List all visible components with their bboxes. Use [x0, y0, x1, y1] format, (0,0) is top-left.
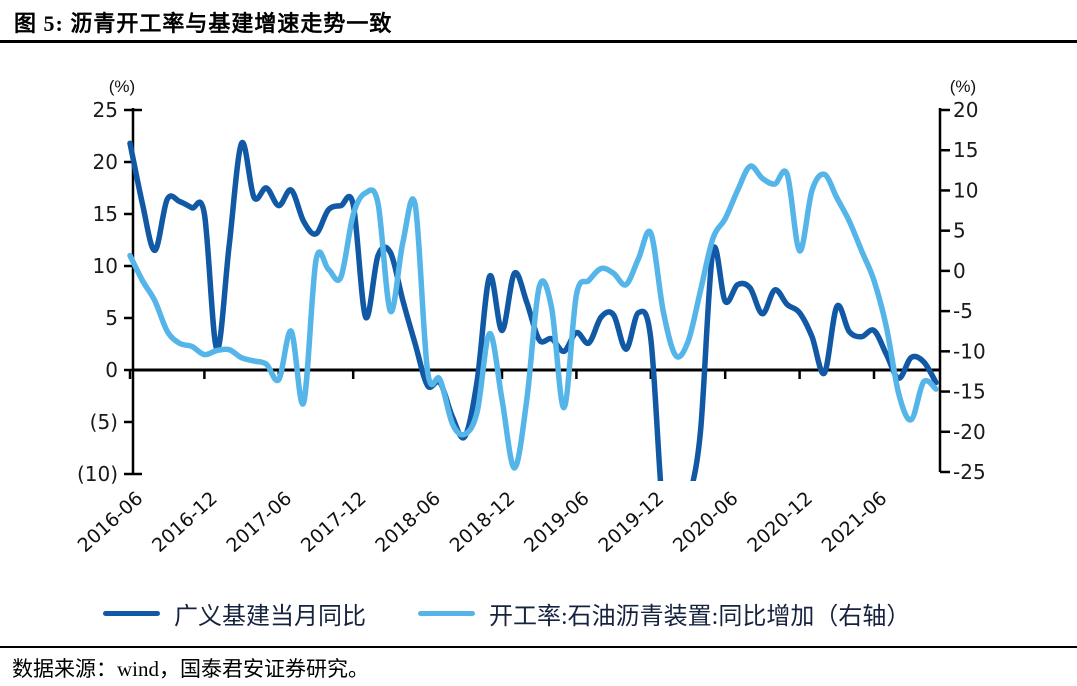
right-axis-label: 20 [953, 98, 978, 122]
left-axis-label: 15 [93, 202, 118, 226]
title-divider [0, 40, 1077, 43]
asphalt-line-swatch [418, 611, 475, 616]
series-infrastructure-line [127, 140, 939, 481]
right-axis-label: 0 [953, 259, 966, 283]
right-axis-label: 10 [953, 178, 978, 202]
left-axis-label: 5 [105, 306, 118, 330]
x-axis-label: 2017-12 [297, 487, 371, 556]
legend-label-asphalt: 开工率:石油沥青装置:同比增加（右轴） [489, 604, 911, 630]
left-axis-label: 0 [105, 358, 118, 382]
x-axis-label: 2016-06 [74, 487, 148, 556]
chart-legend: 广义基建当月同比 开工率:石油沥青装置:同比增加（右轴） [103, 596, 910, 631]
right-axis-label: -10 [953, 339, 986, 363]
x-axis-label: 2020-12 [743, 487, 817, 556]
right-axis-unit: (%) [950, 77, 976, 96]
x-axis-labels: 2016-06 2016-12 2017-06 2017-12 2018-06 2018-… [74, 487, 892, 556]
figure-title: 图 5: 沥青开工率与基建增速走势一致 [14, 11, 393, 36]
left-axis-unit: (%) [109, 77, 135, 96]
series-group [127, 140, 939, 481]
left-axis-label: (10) [77, 462, 118, 486]
series-asphalt-line [127, 163, 939, 471]
right-axis-label: -5 [953, 299, 973, 323]
source-divider [0, 646, 1077, 648]
right-axis-label: -15 [953, 380, 986, 404]
x-axis-label: 2018-06 [371, 487, 445, 556]
x-axis-label: 2020-06 [669, 487, 743, 556]
right-axis-label: 5 [953, 219, 966, 243]
x-axis-label: 2016-12 [148, 487, 222, 556]
right-axis-label: -20 [953, 420, 986, 444]
legend-item-infrastructure: 广义基建当月同比 [103, 596, 366, 631]
legend-label-infrastructure: 广义基建当月同比 [174, 604, 366, 630]
right-axis: 20 15 10 5 0 -5 -10 -15 -20 -25 (%) [938, 77, 986, 484]
x-axis-label: 2018-12 [446, 487, 520, 556]
left-axis: 25 20 15 10 5 0 (5) (10) (%) [77, 77, 142, 486]
infrastructure-line-swatch [103, 611, 160, 616]
left-axis-label: (5) [90, 410, 118, 434]
x-axis-label: 2019-06 [520, 487, 594, 556]
left-axis-label: 10 [93, 254, 118, 278]
line-chart: 25 20 15 10 5 0 (5) (10) (%) 20 15 10 5 0 -5 -10 -15 -20 -… [74, 77, 986, 557]
left-axis-label: 20 [93, 150, 118, 174]
x-axis-label: 2021-06 [818, 487, 892, 556]
x-axis-label: 2017-06 [222, 487, 296, 556]
legend-item-asphalt: 开工率:石油沥青装置:同比增加（右轴） [418, 596, 910, 631]
source-note: 数据来源：wind，国泰君安证券研究。 [12, 657, 369, 681]
zero-line-group [128, 368, 940, 379]
left-axis-label: 25 [93, 98, 118, 122]
right-axis-label: 15 [953, 138, 978, 162]
right-axis-label: -25 [953, 460, 986, 484]
x-axis-label: 2019-12 [594, 487, 668, 556]
